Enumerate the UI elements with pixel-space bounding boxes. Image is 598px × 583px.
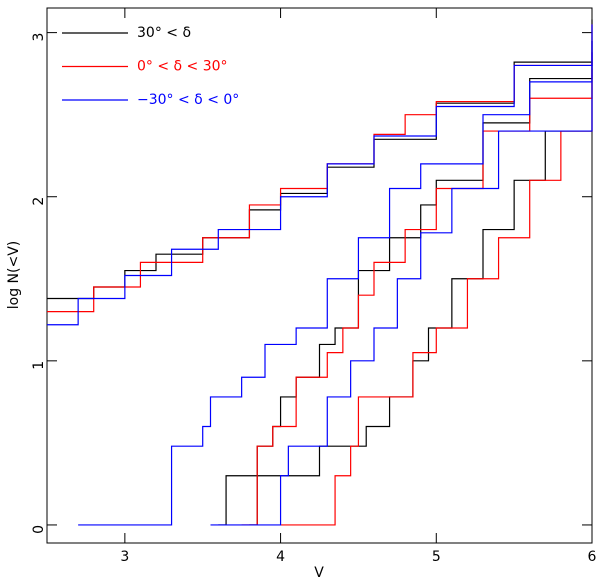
step-line (249, 62, 593, 526)
step-line (47, 24, 593, 313)
plot-frame (46, 7, 593, 544)
x-tick-label: 6 (588, 549, 597, 565)
step-line (47, 24, 593, 326)
legend-label: 0° < δ < 30° (137, 59, 228, 75)
legend-label: 30° < δ (137, 25, 191, 41)
step-line (280, 68, 593, 526)
step-line (78, 40, 593, 526)
y-axis-label: log N(<V) (6, 241, 22, 310)
step-line (218, 40, 593, 526)
step-line (210, 52, 593, 526)
x-axis-label: V (314, 565, 324, 581)
x-tick-label: 4 (276, 549, 285, 565)
x-tick-label: 5 (432, 549, 441, 565)
y-tick-label: 3 (31, 33, 47, 42)
step-line (47, 19, 593, 300)
step-line (241, 52, 593, 526)
legend-label: −30° < δ < 0° (137, 92, 239, 108)
y-tick-label: 0 (31, 525, 47, 534)
y-tick-label: 1 (31, 361, 47, 370)
y-tick-label: 2 (31, 197, 47, 206)
x-tick-label: 3 (120, 549, 129, 565)
